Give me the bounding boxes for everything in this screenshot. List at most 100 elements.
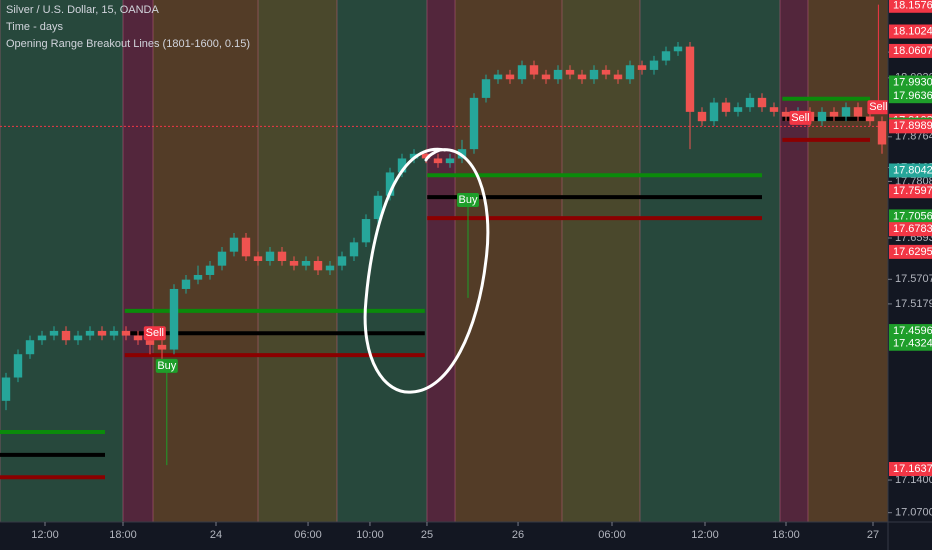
candle-body: [661, 51, 671, 61]
price-tag-label: 18.10242: [893, 25, 932, 37]
x-tick-label: 25: [421, 529, 433, 541]
candle-body: [265, 251, 275, 261]
session-band: [123, 0, 153, 522]
candle-body: [865, 116, 875, 122]
signal-label: Sell: [869, 101, 887, 113]
candle-body: [37, 335, 47, 341]
candle-body: [193, 274, 203, 280]
price-tag: [889, 0, 932, 13]
candle-body: [445, 158, 455, 164]
candle-body: [109, 330, 119, 336]
price-tag-label: 17.1637: [893, 463, 932, 475]
candle-body: [433, 158, 443, 164]
chart-title: Silver / U.S. Dollar, 15, OANDA: [6, 4, 159, 16]
candle-body: [217, 251, 227, 266]
price-tag: [889, 184, 932, 199]
candle-body: [13, 354, 23, 378]
candle-body: [733, 107, 743, 112]
candle-body: [121, 330, 131, 336]
candle-body: [61, 330, 71, 341]
price-tag: [889, 324, 932, 339]
candle-body: [241, 237, 251, 257]
x-tick-label: 06:00: [294, 529, 322, 541]
indicator-label: Opening Range Breakout Lines (1801-1600,…: [6, 38, 250, 50]
candle-body: [841, 107, 851, 117]
price-tag: [889, 244, 932, 259]
signal-label: Buy: [459, 194, 478, 206]
candle-body: [337, 256, 347, 266]
y-tick-label: 17.07000: [895, 507, 932, 519]
candle-body: [505, 74, 515, 80]
candle-body: [697, 111, 707, 122]
candle-body: [481, 79, 491, 98]
price-tag: [889, 75, 932, 90]
candle-body: [253, 256, 263, 261]
candle-body: [133, 335, 143, 341]
candle-body: [577, 74, 587, 80]
price-tag: [889, 43, 932, 58]
price-tag-label: 17.80423: [893, 164, 932, 176]
candle-body: [673, 46, 683, 52]
candle-body: [157, 344, 167, 350]
candle-body: [277, 251, 287, 261]
x-tick-label: 18:00: [772, 529, 800, 541]
session-band: [0, 0, 123, 522]
price-tag: [889, 119, 932, 134]
x-tick-label: 12:00: [691, 529, 719, 541]
candle-body: [49, 330, 59, 336]
candle-body: [73, 335, 83, 341]
price-tag-label: 18.06074: [893, 45, 932, 57]
price-tag-label: 17.67837: [893, 223, 932, 235]
candle-body: [685, 46, 695, 112]
price-tag: [889, 336, 932, 351]
candle-body: [589, 69, 599, 80]
candle-body: [745, 97, 755, 108]
candle-body: [613, 74, 623, 80]
plot-area: Sell Buy Buy Sell Sell: [0, 0, 888, 522]
candle-body: [529, 65, 539, 75]
candle-body: [97, 330, 107, 336]
candle-body: [757, 97, 767, 108]
signal-badge: [457, 192, 479, 207]
y-tick-label: 17.87647: [895, 131, 932, 143]
candle-body: [637, 65, 647, 70]
x-tick-label: 24: [210, 529, 222, 541]
signal-badge: [789, 110, 812, 125]
candle-body: [373, 195, 383, 220]
price-tag: [889, 222, 932, 237]
candle-body: [169, 288, 179, 350]
session-band: [561, 0, 640, 522]
price-tag-label: 17.62958: [893, 246, 932, 258]
session-band: [153, 0, 258, 522]
price-tag-label: 17.43245: [893, 338, 932, 350]
candle-body: [649, 60, 659, 70]
candle-body: [181, 279, 191, 289]
candle-body: [709, 102, 719, 122]
signal-badge: [143, 326, 166, 341]
x-tick-label: 06:00: [598, 529, 626, 541]
x-tick-label: 26: [512, 529, 524, 541]
session-band: [455, 0, 562, 522]
signal-label: Buy: [157, 360, 176, 372]
candle-body: [229, 237, 239, 252]
y-tick-label: 17.14000: [895, 474, 932, 486]
candle-body: [493, 74, 503, 80]
price-tag-label: 17.70566: [893, 210, 932, 222]
candle-body: [817, 111, 827, 122]
signal-badge: [867, 100, 888, 115]
hand-drawn-circle: [363, 147, 490, 394]
candle-body: [349, 242, 359, 257]
candle-body: [301, 261, 311, 266]
candle-body: [829, 111, 839, 117]
candle-body: [205, 265, 215, 275]
x-tick-label: 18:00: [109, 529, 137, 541]
candle-body: [541, 74, 551, 80]
signal-badge: [155, 358, 178, 373]
candle-body: [385, 172, 395, 196]
candle-body: [145, 340, 155, 345]
candle-body: [421, 153, 431, 159]
price-tag-label: 17.45969: [893, 325, 932, 337]
